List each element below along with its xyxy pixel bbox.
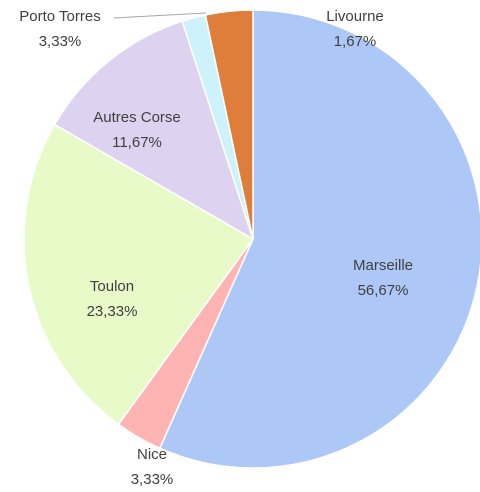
- pie-slice: [53, 20, 255, 241]
- data-label-value: 23,33%: [87, 303, 138, 320]
- data-label-category: Porto Torres: [19, 8, 100, 25]
- data-label-value: 3,33%: [131, 471, 174, 488]
- data-label-value: 1,67%: [334, 33, 377, 50]
- data-label-value: 11,67%: [112, 134, 162, 151]
- data-label-category: Toulon: [90, 278, 134, 295]
- pie-slice: [23, 123, 255, 426]
- pie-slice: [158, 9, 480, 469]
- data-label-category: Marseille: [353, 257, 413, 274]
- leader-line: [113, 12, 207, 19]
- pie-slice: [204, 9, 254, 240]
- data-label-value: 3,33%: [39, 33, 82, 50]
- data-label-category: Nice: [137, 446, 167, 463]
- data-label-category: Livourne: [326, 8, 384, 25]
- data-label-category: Autres Corse: [93, 109, 181, 126]
- data-label-value: 56,67%: [358, 282, 409, 299]
